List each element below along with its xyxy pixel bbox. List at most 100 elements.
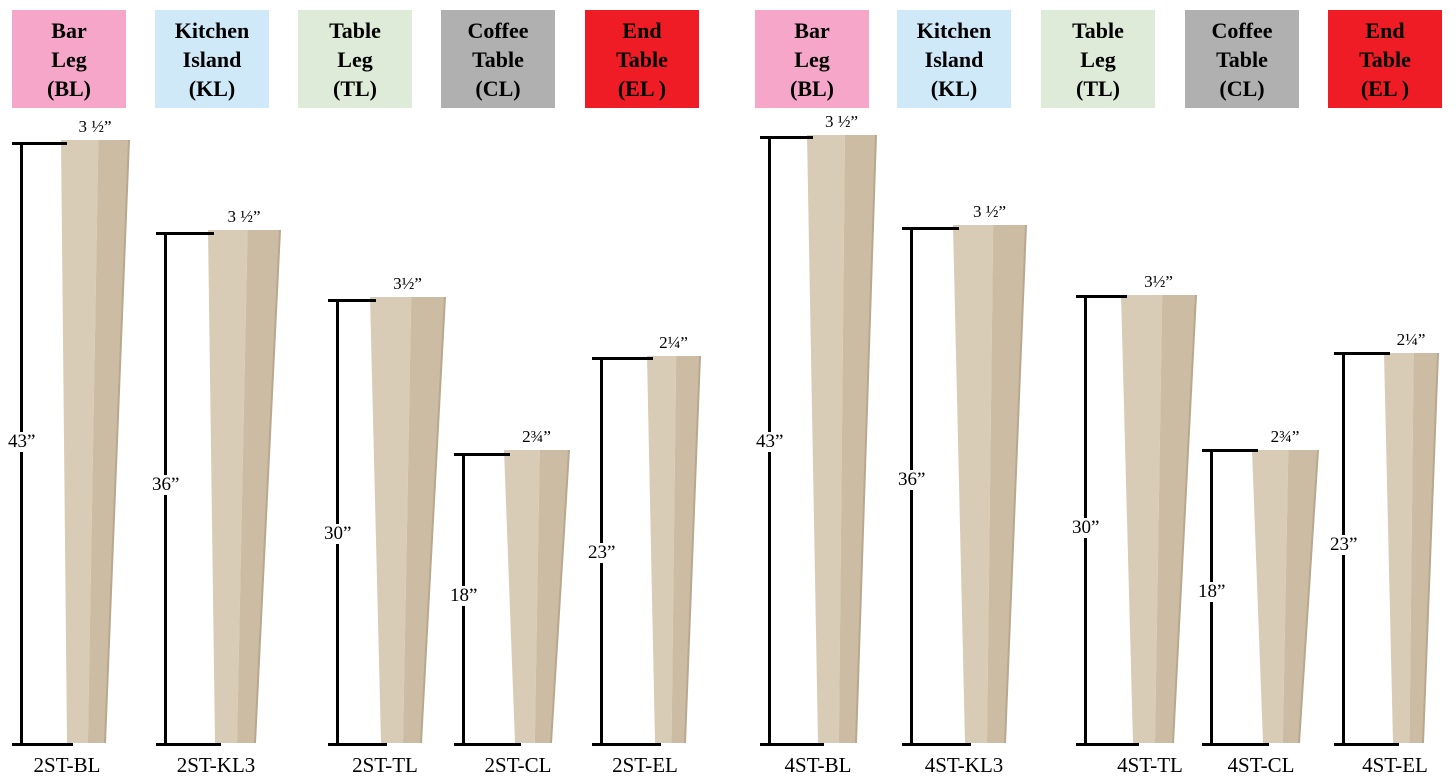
- dimension-tick-bottom: [454, 743, 521, 746]
- dimension-tick-top: [1334, 352, 1390, 355]
- height-label: 43”: [8, 431, 36, 452]
- leg-code: 4ST-KL3: [924, 753, 1004, 777]
- dimension-tick-top: [760, 136, 813, 139]
- dimension-tick-bottom: [902, 743, 971, 746]
- category-header-line: (KL): [930, 75, 978, 101]
- leg-face-left: [1121, 295, 1163, 743]
- height-label: 36”: [152, 474, 180, 495]
- category-header: End Table (EL ): [585, 10, 699, 108]
- category-header-line: (BL): [790, 75, 834, 101]
- category-header-line: Coffee: [467, 17, 529, 43]
- leg-code: 2ST-KL3: [176, 753, 256, 777]
- category-header: Coffee Table (CL): [441, 10, 555, 108]
- leg-shape: [647, 355, 701, 744]
- height-label: 23”: [1330, 534, 1358, 555]
- category-header-line: Table: [616, 46, 668, 72]
- leg-shape: [1121, 294, 1197, 744]
- width-label: 2¾”: [1270, 427, 1300, 446]
- leg-face-right: [1409, 353, 1438, 743]
- leg-face-left: [1252, 450, 1289, 743]
- leg-edge: [684, 355, 701, 744]
- dimension-tick-bottom: [1334, 743, 1399, 746]
- height-label: 18”: [450, 585, 478, 606]
- dimension-tick-top: [328, 299, 376, 302]
- leg-shape: [953, 224, 1027, 744]
- leg-face-left: [370, 297, 412, 743]
- height-label: 30”: [1072, 517, 1100, 538]
- category-header-line: Coffee: [1211, 17, 1273, 43]
- category-header: Kitchen Island (KL): [897, 10, 1011, 108]
- dimension-tick-top: [454, 453, 510, 456]
- category-header-line: Bar: [794, 17, 830, 43]
- leg-code: 4ST-TL: [1117, 753, 1183, 777]
- category-header-line: (CL): [475, 75, 521, 101]
- leg-face-right: [1155, 295, 1196, 743]
- leg-face-left: [61, 140, 99, 743]
- height-label: 30”: [324, 523, 352, 544]
- leg-code: 2ST-EL: [612, 753, 678, 777]
- leg-edge: [1172, 294, 1197, 744]
- category-header-line: Leg: [1080, 46, 1116, 72]
- category-header-line: Table: [1216, 46, 1268, 72]
- dimension-tick-top: [902, 227, 959, 230]
- category-header-line: End: [1365, 17, 1405, 43]
- leg-face-left: [504, 450, 540, 743]
- category-header-line: (KL): [188, 75, 236, 101]
- leg-edge: [1422, 352, 1439, 744]
- category-header: Coffee Table (CL): [1185, 10, 1299, 108]
- leg-shape: [208, 229, 281, 744]
- category-header: Table Leg (TL): [298, 10, 412, 108]
- leg-shape: [1384, 352, 1439, 744]
- leg-code: 4ST-BL: [784, 753, 852, 777]
- leg-edge: [1298, 449, 1319, 744]
- height-dimension-line: [336, 300, 339, 745]
- leg-face-left: [1384, 353, 1414, 743]
- dimension-tick-top: [592, 357, 653, 360]
- leg-code: 2ST-TL: [352, 753, 418, 777]
- leg-face-left: [953, 225, 994, 743]
- dimension-tick-bottom: [12, 743, 73, 746]
- category-header-line: End: [622, 17, 662, 43]
- category-header-line: (EL ): [1360, 75, 1410, 101]
- category-header-line: (EL ): [617, 75, 667, 101]
- dimension-tick-top: [1202, 449, 1258, 452]
- leg-face-right: [403, 297, 445, 743]
- leg-face-left: [807, 135, 845, 743]
- dimension-tick-top: [156, 232, 214, 235]
- leg-face-left: [208, 230, 248, 743]
- width-label: 2¾”: [522, 427, 551, 446]
- leg-face-right: [987, 225, 1026, 743]
- leg-edge: [104, 139, 130, 744]
- category-header-line: Leg: [51, 46, 87, 72]
- category-header-line: Leg: [337, 46, 373, 72]
- dimension-tick-bottom: [156, 743, 221, 746]
- dimension-tick-top: [1076, 295, 1127, 298]
- dimension-tick-bottom: [760, 743, 824, 746]
- category-header-line: (CL): [1219, 75, 1265, 101]
- leg-shape: [61, 139, 130, 744]
- leg-shape: [807, 134, 877, 744]
- category-header-line: Table: [1359, 46, 1411, 72]
- category-header-line: Table: [1072, 17, 1124, 43]
- leg-face-right: [237, 230, 280, 743]
- width-label: 3½”: [393, 274, 422, 293]
- leg-edge: [254, 229, 281, 744]
- leg-face-right: [838, 135, 876, 743]
- leg-code: 2ST-CL: [484, 753, 552, 777]
- height-label: 18”: [1198, 581, 1226, 602]
- leg-edge: [420, 296, 446, 744]
- height-label: 36”: [898, 469, 926, 490]
- leg-code: 4ST-CL: [1227, 753, 1295, 777]
- category-header-line: (TL): [333, 75, 377, 101]
- category-header: Kitchen Island (KL): [155, 10, 269, 108]
- width-label: 2¼”: [1396, 330, 1426, 349]
- category-header: End Table (EL ): [1328, 10, 1442, 108]
- leg-edge: [1004, 224, 1027, 744]
- width-label: 3½”: [1144, 272, 1173, 291]
- leg-face-right: [671, 356, 700, 743]
- leg-face-right: [1282, 450, 1318, 743]
- leg-shape: [370, 296, 446, 744]
- category-header-line: Leg: [794, 46, 830, 72]
- leg-face-right: [534, 450, 569, 743]
